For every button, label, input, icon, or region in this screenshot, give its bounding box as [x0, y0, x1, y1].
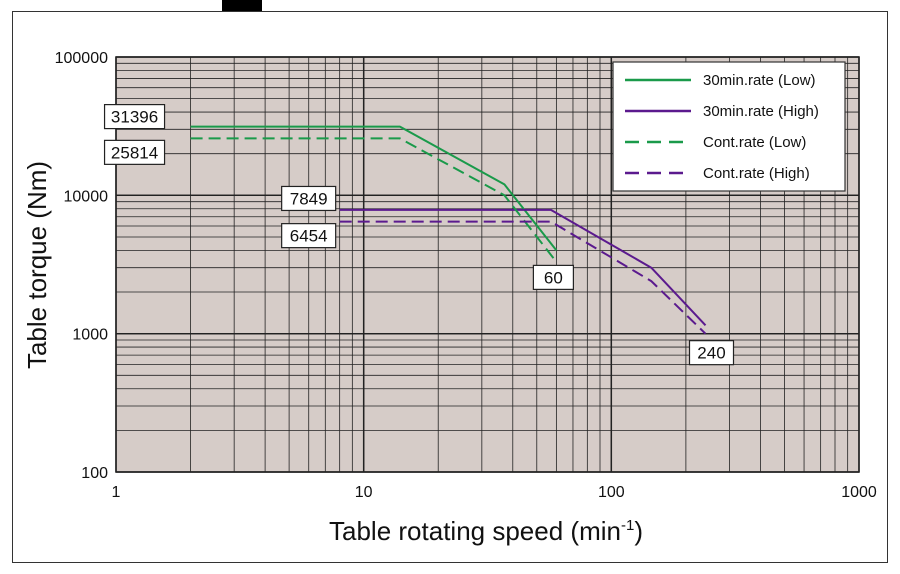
callout-label: 60: [544, 268, 563, 287]
y-axis-title: Table torque (Nm): [22, 161, 52, 369]
series-line: [339, 220, 707, 335]
y-tick-label: 100000: [55, 50, 108, 67]
callout-label: 31396: [111, 108, 158, 127]
callout-layer: 31396 25814 7849 6454 60 240: [103, 103, 735, 366]
callout-box: [281, 185, 337, 212]
callout-box: [103, 103, 166, 130]
legend: 30min.rate (Low) 30min.rate (High) Cont.ra…: [612, 61, 846, 192]
callout-label: 6454: [290, 227, 328, 246]
callout-label: 7849: [290, 189, 328, 208]
legend-label: Cont.rate (High): [703, 165, 810, 182]
y-tick-label: 10000: [64, 188, 109, 205]
callout-label: 240: [697, 344, 725, 363]
x-tick-label: 100: [598, 484, 625, 501]
x-axis-title-sup: -1: [621, 517, 634, 534]
y-tick-label: 100: [81, 465, 108, 482]
legend-box: [612, 61, 846, 192]
x-axis-title-main: Table rotating speed (min: [329, 516, 621, 546]
callout-box: [281, 223, 337, 249]
callout-box: [103, 139, 166, 165]
series-layer: [190, 125, 707, 335]
callout-box: [688, 340, 735, 366]
legend-label: 30min.rate (High): [703, 103, 819, 120]
x-tick-label: 1: [112, 484, 121, 501]
legend-label: Cont.rate (Low): [703, 134, 806, 151]
x-tick-label: 1000: [841, 484, 877, 501]
tick-labels: 1 10 100 1000 100 1000 10000 100000: [55, 50, 877, 501]
x-axis-title-suffix: ): [634, 516, 643, 546]
series-line: [190, 125, 558, 252]
x-tick-label: 10: [355, 484, 373, 501]
y-tick-label: 1000: [72, 327, 108, 344]
header-fragment: [222, 0, 262, 11]
legend-label: 30min.rate (Low): [703, 72, 816, 89]
callout-label: 25814: [111, 143, 158, 162]
callout-box: [532, 264, 574, 290]
series-line: [339, 208, 707, 326]
x-axis-title: Table rotating speed (min-1): [329, 516, 643, 546]
series-line: [190, 137, 558, 263]
grid-major: [115, 56, 860, 473]
